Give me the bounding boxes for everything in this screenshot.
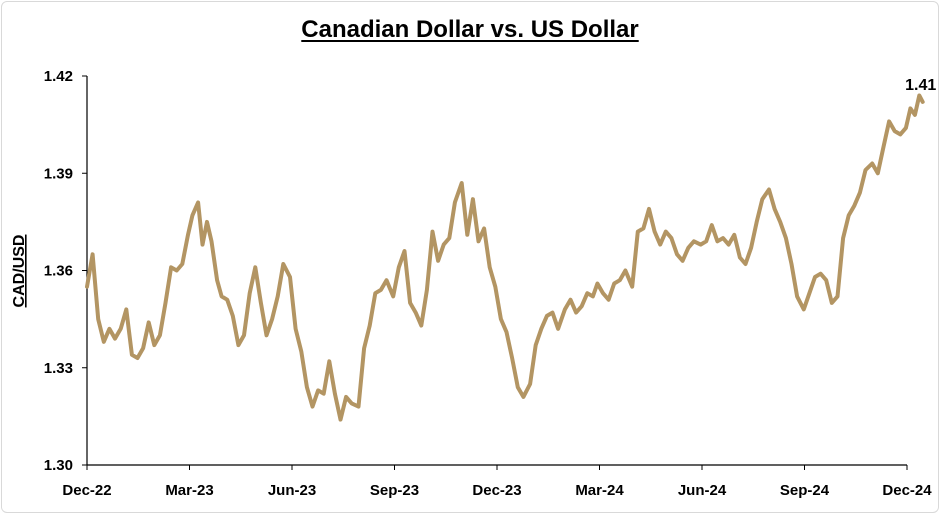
x-tick-label: Dec-22: [62, 482, 111, 499]
x-tick-label: Sep-23: [370, 482, 419, 499]
y-tick-label: 1.30: [44, 457, 73, 474]
y-tick-label: 1.36: [44, 263, 73, 280]
x-tick-label: Sep-24: [780, 482, 830, 499]
chart-title: Canadian Dollar vs. US Dollar: [301, 16, 639, 43]
y-tick-label: 1.39: [44, 165, 73, 182]
y-axis-ticks: 1.42 1.39 1.36 1.33 1.30: [44, 68, 87, 474]
y-tick-label: 1.42: [44, 68, 73, 85]
series-line: [85, 93, 925, 422]
x-tick-label: Dec-24: [882, 482, 932, 499]
y-axis-title: CAD/USD: [11, 235, 28, 308]
y-tick-label: 1.33: [44, 360, 73, 377]
last-value-label: 1.41: [905, 77, 936, 94]
x-tick-label: Jun-23: [268, 482, 316, 499]
x-tick-label: Jun-24: [678, 482, 727, 499]
x-tick-label: Mar-24: [575, 482, 624, 499]
x-tick-label: Mar-23: [165, 482, 213, 499]
x-tick-label: Dec-23: [472, 482, 521, 499]
x-axis-ticks: Dec-22 Mar-23 Jun-23 Sep-23 Dec-23 Mar-24 Jun-…: [62, 465, 932, 499]
